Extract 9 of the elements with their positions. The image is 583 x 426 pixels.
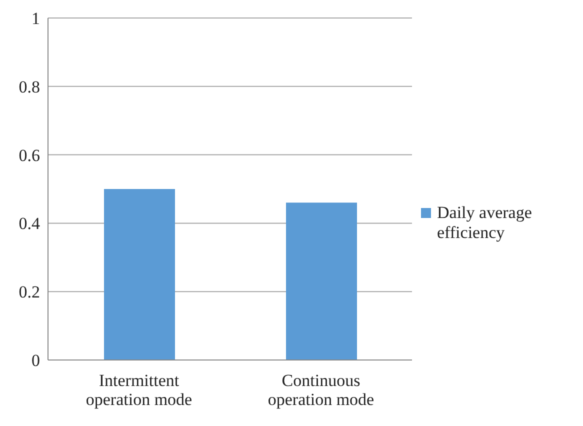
- x-tick-label: Intermittent operation mode: [86, 371, 192, 409]
- y-tick-label: 1: [32, 9, 40, 28]
- legend-label: Daily average efficiency: [437, 203, 533, 243]
- y-tick-label: 0.2: [18, 282, 40, 302]
- y-tick-label: 0.8: [18, 77, 40, 96]
- x-tick-label: Continuous operation mode: [268, 371, 374, 409]
- y-tick-label: 0.6: [18, 146, 40, 165]
- y-tick-label: 0.4: [18, 214, 40, 234]
- y-tick-label: 0: [32, 351, 40, 370]
